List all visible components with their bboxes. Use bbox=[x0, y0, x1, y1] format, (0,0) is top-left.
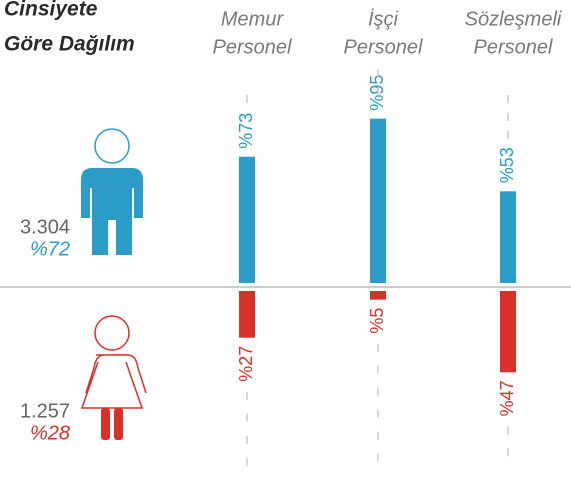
bar bbox=[500, 291, 516, 373]
category-label: İşçi bbox=[368, 8, 399, 30]
bar bbox=[370, 291, 386, 300]
male-icon bbox=[81, 128, 143, 255]
value-label: %95 bbox=[367, 75, 387, 111]
chart-title: Göre Dağılım bbox=[4, 33, 135, 56]
category-label: Memur bbox=[221, 8, 285, 30]
share-label: %72 bbox=[30, 238, 70, 260]
bar bbox=[239, 291, 255, 338]
value-label: %27 bbox=[236, 346, 256, 382]
category-label: Personel bbox=[213, 36, 292, 58]
bar bbox=[370, 118, 386, 284]
category-label: Sözleşmeli bbox=[465, 8, 562, 30]
female-icon bbox=[80, 315, 147, 440]
value-label: %53 bbox=[497, 147, 517, 183]
bar bbox=[239, 156, 255, 283]
bar bbox=[500, 191, 516, 283]
count-label: 1.257 bbox=[20, 400, 70, 422]
category-label: Personel bbox=[344, 36, 423, 58]
share-label: %28 bbox=[30, 422, 70, 444]
value-label: %47 bbox=[497, 380, 517, 416]
value-label: %73 bbox=[236, 113, 256, 149]
category-label: Personel bbox=[474, 36, 553, 58]
chart-title: Cinsiyete bbox=[4, 0, 98, 21]
value-label: %5 bbox=[367, 308, 387, 334]
count-label: 3.304 bbox=[20, 216, 70, 238]
